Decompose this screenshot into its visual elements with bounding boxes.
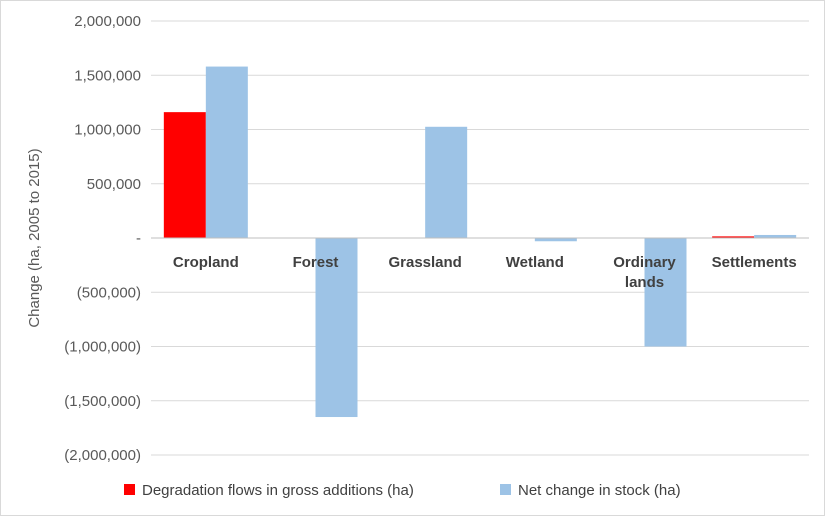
bar-degradation-flows-0 — [163, 112, 206, 238]
category-label: Grassland — [388, 254, 461, 271]
category-label: Ordinary — [613, 254, 676, 271]
bar-degradation-flows-5 — [712, 236, 755, 238]
legend: Degradation flows in gross additions (ha… — [124, 482, 681, 499]
bar-net-change-3 — [534, 238, 577, 242]
y-tick-label: (1,000,000) — [64, 339, 141, 356]
category-label: Settlements — [712, 254, 797, 271]
bar-net-change-4 — [644, 238, 687, 347]
legend-label: Degradation flows in gross additions (ha… — [142, 482, 414, 499]
bar-net-change-2 — [425, 126, 468, 238]
bar-net-change-0 — [205, 66, 248, 238]
y-tick-label: - — [136, 230, 141, 247]
bar-net-change-1 — [315, 238, 358, 418]
y-tick-label: 1,500,000 — [74, 67, 141, 84]
y-axis-title: Change (ha, 2005 to 2015) — [26, 148, 43, 327]
category-label: Wetland — [506, 254, 564, 271]
category-label: Forest — [293, 254, 339, 271]
category-label: lands — [625, 274, 664, 291]
y-tick-label: 2,000,000 — [74, 13, 141, 30]
gridlines — [151, 20, 809, 456]
y-tick-label: 500,000 — [87, 176, 141, 193]
y-tick-label: (500,000) — [77, 284, 141, 301]
category-label: Cropland — [173, 254, 239, 271]
y-tick-label: (2,000,000) — [64, 447, 141, 464]
y-tick-label: (1,500,000) — [64, 393, 141, 410]
bar-net-change-5 — [754, 234, 797, 238]
y-tick-labels: 2,000,000 1,500,000 1,000,000 500,000 - (500,… — [64, 13, 141, 464]
category-labels: Cropland Forest Grassland Wetland Ordinary la… — [173, 254, 797, 291]
legend-swatch — [500, 484, 511, 495]
legend-swatch — [124, 484, 135, 495]
bars — [163, 66, 797, 418]
legend-label: Net change in stock (ha) — [518, 482, 681, 499]
y-tick-label: 1,000,000 — [74, 122, 141, 139]
